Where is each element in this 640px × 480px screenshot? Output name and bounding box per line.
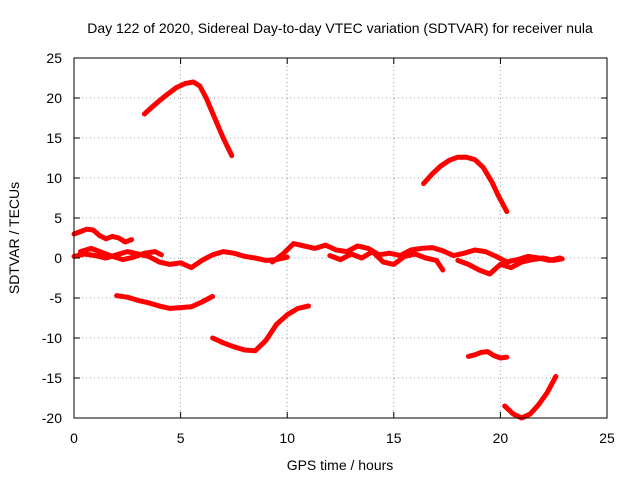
x-tick-label: 15 xyxy=(386,430,402,446)
y-tick-label: -20 xyxy=(42,410,62,426)
plot-series xyxy=(71,79,565,421)
y-tick-label: -15 xyxy=(42,370,62,386)
x-tick-label: 25 xyxy=(599,430,615,446)
series-arc-6 xyxy=(269,241,563,265)
series-arc-12 xyxy=(502,373,559,421)
x-tick-label: 10 xyxy=(279,430,295,446)
tick-labels: 0 5 10 15 20 25 -20 -15 -10 -5 0 5 10 15 20 25 xyxy=(42,50,615,446)
y-tick-label: 20 xyxy=(46,90,62,106)
x-axis-label: GPS time / hours xyxy=(287,457,394,473)
series-arc-8 xyxy=(455,255,565,277)
y-tick-label: 25 xyxy=(46,50,62,66)
y-tick-label: 15 xyxy=(46,130,62,146)
chart-title: Day 122 of 2020, Sidereal Day-to-day VTE… xyxy=(87,20,593,36)
series-arc-11 xyxy=(465,349,510,361)
y-tick-label: 10 xyxy=(46,170,62,186)
y-tick-label: -5 xyxy=(50,290,63,306)
y-tick-label: 5 xyxy=(54,210,62,226)
plot-frame xyxy=(73,57,608,419)
axis-ticks xyxy=(73,57,608,419)
y-tick-label: -10 xyxy=(42,330,62,346)
series-arc-1 xyxy=(141,79,235,159)
series-arc-9 xyxy=(114,293,216,311)
y-axis-label: SDTVAR / TECUs xyxy=(6,182,22,294)
x-tick-label: 20 xyxy=(493,430,509,446)
series-arc-5 xyxy=(77,245,164,263)
series-arc-3 xyxy=(71,226,135,245)
series-arc-2 xyxy=(421,154,510,215)
series-arc-7 xyxy=(327,249,446,273)
series-arc-10 xyxy=(210,303,311,354)
x-tick-label: 5 xyxy=(177,430,185,446)
x-tick-label: 0 xyxy=(70,430,78,446)
y-tick-label: 0 xyxy=(54,250,62,266)
